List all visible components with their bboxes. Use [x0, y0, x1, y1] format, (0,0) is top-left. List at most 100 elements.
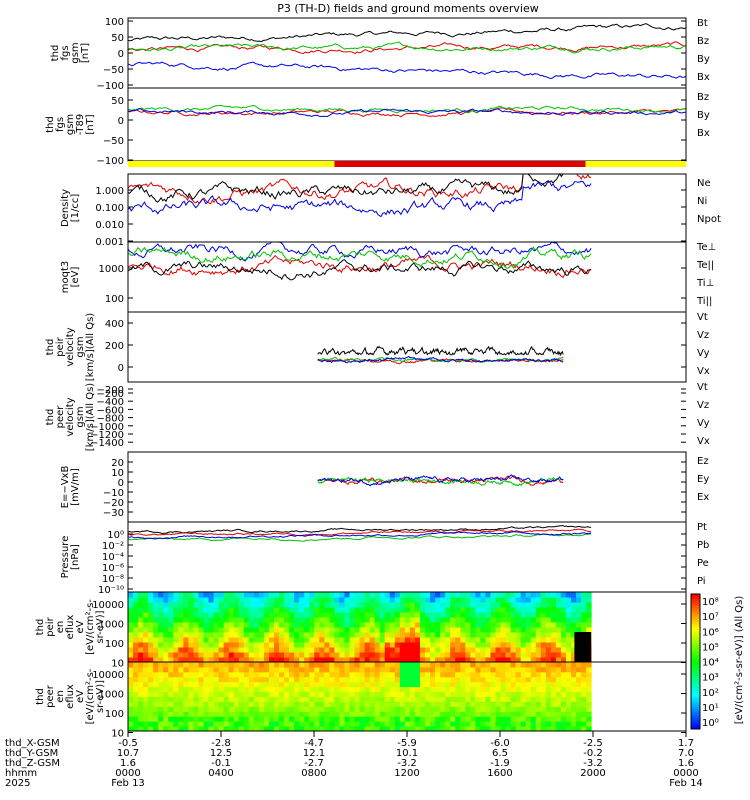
spectrogram-cell [248, 721, 255, 727]
spectrogram-cell [314, 642, 320, 648]
spectrogram-cell [440, 681, 446, 688]
series-line-Vt [317, 345, 564, 357]
spectrogram-cell [576, 721, 582, 727]
spectrogram-cell [263, 612, 270, 618]
spectrogram-cell [430, 607, 436, 613]
spectrogram-cell [329, 706, 335, 712]
spectrogram-cell [389, 666, 396, 673]
panel-density: Density [1/cc]1.0000.1000.0100.001NeNiNpo… [60, 173, 721, 248]
spectrogram-cell [369, 726, 376, 731]
spectrogram-cell [560, 676, 567, 683]
spectrogram-cell [268, 622, 275, 628]
spectrogram-cell [430, 597, 436, 603]
spectrogram-cell [263, 701, 270, 707]
spectrogram-cell [586, 671, 592, 678]
spectrogram-cell [374, 671, 381, 678]
spectrogram-cell [445, 662, 451, 668]
spectrogram-cell [324, 691, 330, 697]
spectrogram-cell [364, 632, 371, 638]
spectrogram-cell [535, 666, 542, 673]
spectrogram-cell [430, 652, 436, 658]
spectrogram-cell [148, 622, 154, 628]
spectrogram-cell [520, 627, 527, 633]
spectrogram-cell [258, 602, 265, 608]
spectrogram-cell [238, 612, 245, 618]
spectrogram-cell [188, 592, 194, 598]
spectrogram-cell [324, 657, 330, 662]
spectrogram-cell [284, 721, 290, 727]
spectrogram-cell [369, 676, 376, 683]
spectrogram-cell [158, 627, 164, 633]
spectrogram-cell [158, 622, 164, 628]
spectrogram-cell [550, 612, 557, 618]
spectrogram-cell [525, 592, 532, 598]
spectrogram-cell [349, 647, 356, 653]
spectrogram-cell [203, 662, 210, 668]
spectrogram-cell [218, 627, 225, 633]
spectrogram-cell [299, 721, 305, 727]
spectrogram-cell [334, 622, 340, 628]
spectrogram-cell [238, 627, 245, 633]
spectrogram-cell [550, 597, 557, 603]
spectrogram-cell [384, 612, 391, 618]
spectrogram-cell [168, 622, 174, 628]
spectrogram-cell [183, 706, 189, 712]
spectrogram-cell [445, 647, 451, 653]
spectrogram-cell [279, 592, 285, 598]
spectrogram-cell [419, 647, 426, 653]
spectrogram-cell [389, 691, 396, 697]
spectrogram-cell [364, 696, 371, 702]
spectrogram-cell [218, 691, 225, 697]
spectrogram-cell [581, 607, 587, 613]
spectrogram-cell [409, 617, 416, 623]
spectrogram-cell [319, 716, 325, 722]
spectrogram-cell [374, 637, 381, 643]
spectrogram-cell [268, 592, 275, 598]
spectrogram-cell [309, 701, 315, 707]
spectrogram-cell [455, 716, 461, 722]
ytick-label: 50 [111, 33, 124, 44]
colorbar-cell [691, 670, 700, 674]
spectrogram-cell [470, 632, 476, 638]
spectrogram-cell [460, 716, 466, 722]
spectrogram-cell [213, 716, 220, 722]
spectrogram-cell [188, 637, 194, 643]
spectrogram-cell [133, 617, 139, 623]
spectrogram-cell [309, 647, 315, 653]
spectrogram-cell [576, 597, 582, 603]
spectrogram-cell [359, 612, 366, 618]
spectrogram-cell [394, 657, 401, 662]
spectrogram-cell [379, 711, 386, 717]
spectrogram-cell [203, 637, 210, 643]
spectrogram-cell [319, 671, 325, 678]
series-line-Te⊥ [128, 254, 592, 279]
spectrogram-cell [545, 657, 552, 662]
spectrogram-cell [404, 592, 411, 598]
spectrogram-cell [520, 637, 527, 643]
spectrogram-cell [540, 691, 547, 697]
spectrogram-cell [233, 721, 240, 727]
spectrogram-cell [359, 701, 366, 707]
spectrogram-cell [253, 597, 260, 603]
spectrogram-cell [238, 617, 245, 623]
spectrogram-cell [339, 597, 345, 603]
spectrogram-cell [450, 607, 456, 613]
spectrogram-cell [289, 681, 295, 688]
legend-Pb: Pb [697, 540, 709, 551]
spectrogram-cell [128, 607, 134, 613]
spectrogram-cell [158, 637, 164, 643]
spectrogram-cell [243, 627, 250, 633]
spectrogram-cell [349, 666, 356, 673]
spectrogram-cell [168, 726, 174, 731]
spectrogram-cell [349, 637, 356, 643]
spectrogram-cell [480, 622, 486, 628]
spectrogram-cell [168, 676, 174, 683]
spectrogram-cell [565, 597, 572, 603]
spectrogram-cell [445, 607, 451, 613]
spectrogram-cell [480, 657, 486, 662]
spectrogram-cell [425, 627, 431, 633]
spectrogram-cell [183, 676, 189, 683]
spectrogram-cell [450, 681, 456, 688]
spectrogram-cell [284, 701, 290, 707]
spectrogram-cell [273, 607, 280, 613]
